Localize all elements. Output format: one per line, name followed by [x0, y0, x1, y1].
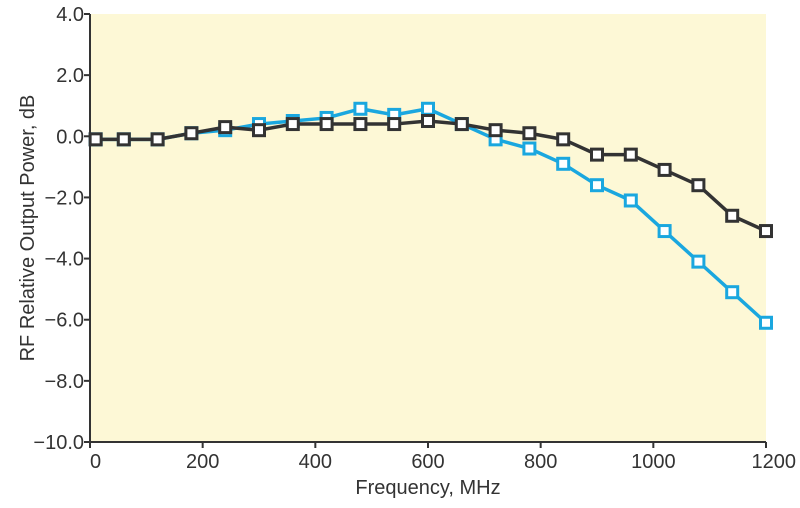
series-2-point: [116, 132, 131, 147]
x-tick-label: 800: [524, 451, 557, 473]
series-2-point: [88, 132, 103, 147]
x-tick-label: 0: [90, 451, 101, 473]
y-tick-label: 4.0: [56, 4, 84, 26]
series-2-point: [454, 117, 469, 132]
series-2-point: [488, 123, 503, 138]
series-2-point: [759, 224, 773, 239]
series-2-point: [285, 117, 300, 132]
x-tick-label: 400: [299, 451, 332, 473]
series-2: [88, 114, 773, 239]
series-1-point: [657, 224, 672, 239]
x-tick-label: 1000: [631, 451, 676, 473]
series-2-point: [590, 147, 604, 162]
series-layer: [88, 101, 773, 330]
series-2-point: [522, 126, 537, 141]
y-tick-label: 2.0: [56, 65, 84, 87]
series-2-point: [218, 120, 233, 135]
x-tick-label: 600: [411, 451, 444, 473]
series-1-point: [623, 193, 638, 208]
y-tick-label: −6.0: [45, 310, 84, 332]
series-1-point: [522, 141, 537, 156]
series-2-point: [319, 117, 334, 132]
y-tick-label: −4.0: [45, 249, 84, 271]
series-1-point: [353, 101, 368, 116]
series-2-point: [387, 117, 402, 132]
y-tick-label: −8.0: [45, 371, 84, 393]
series-2-point: [556, 132, 571, 147]
x-tick-label: 1200: [752, 451, 797, 473]
series-2-point: [623, 147, 638, 162]
series-1-point: [590, 178, 604, 193]
series-2-point: [184, 126, 199, 141]
series-1-point: [725, 285, 740, 300]
y-tick-label: 0.0: [56, 126, 84, 148]
series-2-point: [691, 178, 706, 193]
plot-area: [90, 14, 766, 442]
series-2-point: [725, 208, 740, 223]
y-axis-label: RF Relative Output Power, dB: [17, 95, 39, 362]
series-2-point: [252, 123, 266, 138]
series-2-point: [150, 132, 165, 147]
ticks-layer: 4.0 2.0 0.0 −2.0 −4.0 −6.0 −8.0 −10.0 0 200 400 600…: [33, 4, 796, 473]
series-2-point: [421, 114, 435, 128]
series-1-point: [556, 156, 571, 171]
series-1-point: [421, 101, 435, 116]
x-axis-label: Frequency, MHz: [355, 477, 500, 499]
y-tick-label: −10.0: [33, 432, 84, 454]
y-tick-label: −2.0: [45, 187, 84, 209]
series-1-point: [691, 254, 706, 269]
series-2-point: [353, 117, 368, 132]
series-1-point: [759, 315, 773, 330]
series-2-point: [657, 162, 672, 177]
x-tick-label: 200: [186, 451, 219, 473]
